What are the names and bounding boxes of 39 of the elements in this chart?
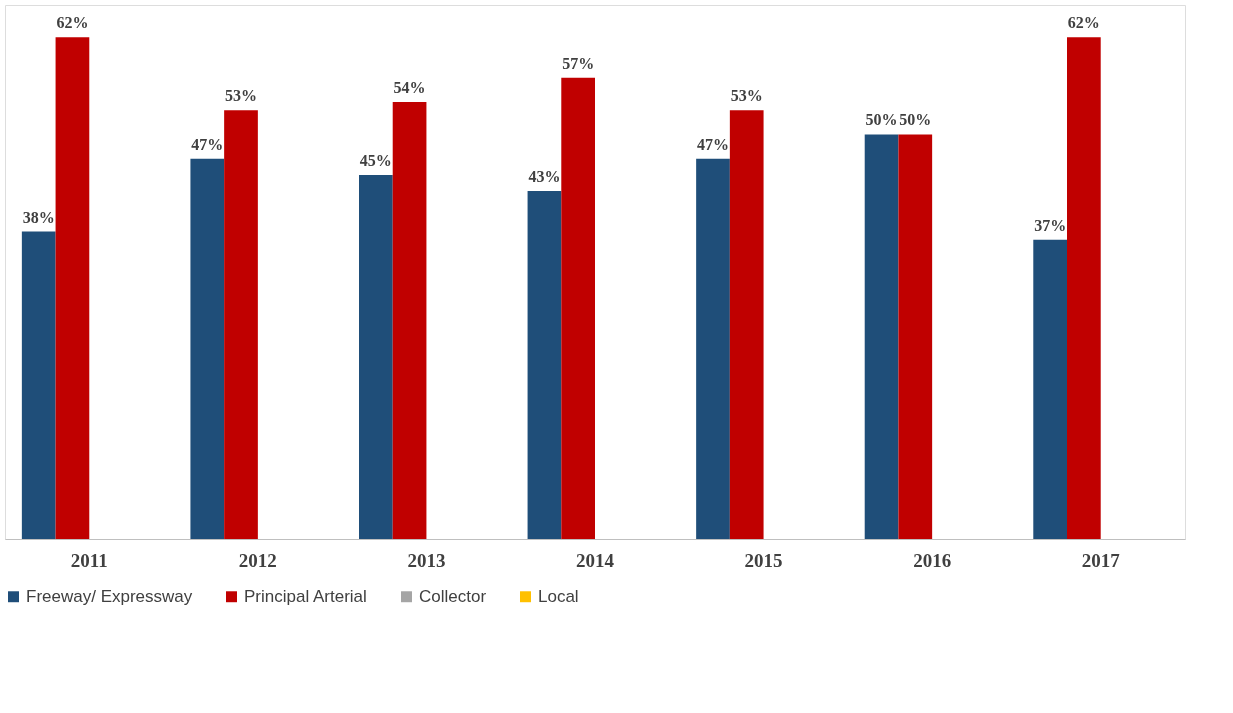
legend-label: Freeway/ Expressway	[26, 586, 193, 606]
data-label: 54%	[393, 79, 426, 97]
bar	[359, 174, 393, 539]
x-tick-label: 2015	[744, 549, 783, 571]
data-label: 50%	[865, 111, 898, 129]
x-tick-label: 2014	[576, 549, 615, 571]
data-label: 53%	[225, 87, 257, 105]
bar	[55, 37, 90, 539]
legend-label: Principal Arterial	[244, 586, 367, 606]
data-label: 50%	[899, 111, 932, 129]
bar	[392, 102, 427, 539]
bar	[190, 158, 225, 539]
bar	[696, 158, 730, 539]
data-label: 47%	[191, 135, 224, 153]
bar	[561, 77, 595, 539]
x-tick-label: 2017	[1081, 549, 1121, 571]
x-tick-label: 2016	[913, 549, 952, 571]
x-tick-label: 2011	[70, 549, 108, 571]
x-tick-label: 2013	[407, 549, 446, 571]
bar	[224, 110, 258, 539]
bar	[1033, 239, 1067, 539]
data-label: 53%	[730, 87, 763, 105]
data-label: 62%	[1067, 14, 1100, 32]
data-label: 38%	[22, 208, 55, 226]
bar	[527, 191, 562, 539]
data-label: 45%	[359, 151, 392, 169]
bar	[729, 110, 764, 539]
data-label: 43%	[528, 168, 561, 186]
bar	[1067, 37, 1101, 539]
data-label: 57%	[562, 54, 595, 72]
x-tick-label: 2012	[238, 549, 277, 571]
bar	[864, 134, 899, 539]
data-label: 47%	[697, 135, 729, 153]
legend-label: Local	[538, 586, 579, 606]
data-label: 62%	[56, 14, 89, 32]
bar	[898, 134, 933, 539]
bar	[21, 231, 56, 539]
data-label: 37%	[1034, 216, 1067, 234]
legend-label: Collector	[419, 586, 487, 606]
